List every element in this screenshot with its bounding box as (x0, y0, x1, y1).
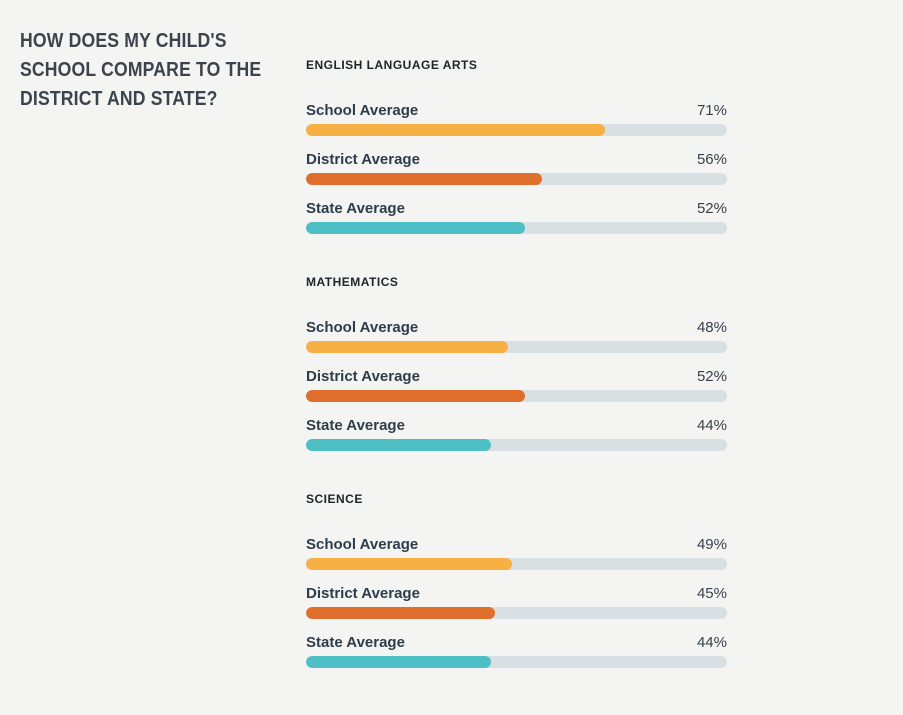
bar-fill (306, 222, 525, 234)
bar-track (306, 390, 727, 402)
bar-head: State Average 44% (306, 635, 727, 651)
bar-head: District Average 52% (306, 369, 727, 385)
bar-track (306, 124, 727, 136)
bar-fill (306, 656, 492, 668)
page-title-line-2: SCHOOL COMPARE TO THE (20, 59, 262, 81)
bar-value: 52% (696, 368, 727, 385)
bar-row-state-average: State Average 44% (306, 418, 727, 451)
bar-value: 52% (696, 200, 727, 217)
bar-row-district-average: District Average 56% (306, 152, 727, 185)
bar-track (306, 656, 727, 668)
bar-value: 44% (696, 634, 727, 651)
bar-row-state-average: State Average 44% (306, 635, 727, 668)
bar-label: District Average (306, 368, 420, 385)
bar-value: 48% (696, 319, 727, 336)
bar-fill (306, 124, 605, 136)
bar-track (306, 173, 727, 185)
page-title-line-3: DISTRICT AND STATE? (20, 88, 218, 110)
bar-label: State Average (306, 417, 405, 434)
page-title: HOW DOES MY CHILD'S SCHOOL COMPARE TO TH… (20, 27, 266, 114)
bar-row-school-average: School Average 48% (306, 320, 727, 353)
bar-row-district-average: District Average 52% (306, 369, 727, 402)
bar-row-district-average: District Average 45% (306, 586, 727, 619)
comparison-charts: ENGLISH LANGUAGE ARTS School Average 71%… (306, 58, 727, 709)
bar-value: 49% (696, 536, 727, 553)
bar-track (306, 558, 727, 570)
bar-head: District Average 56% (306, 152, 727, 168)
bar-head: School Average 71% (306, 103, 727, 119)
bar-label: State Average (306, 634, 405, 651)
page-title-line-1: HOW DOES MY CHILD'S (20, 30, 227, 52)
bar-head: School Average 48% (306, 320, 727, 336)
bar-value: 45% (696, 585, 727, 602)
bar-track (306, 607, 727, 619)
bar-row-state-average: State Average 52% (306, 201, 727, 234)
bar-value: 56% (696, 151, 727, 168)
bar-label: School Average (306, 319, 419, 336)
section-title: ENGLISH LANGUAGE ARTS (306, 58, 478, 72)
section-title: MATHEMATICS (306, 275, 399, 289)
bar-row-school-average: School Average 49% (306, 537, 727, 570)
bar-fill (306, 558, 513, 570)
bar-fill (306, 607, 496, 619)
bar-fill (306, 173, 542, 185)
section-science: SCIENCE School Average 49% District Aver… (306, 492, 727, 668)
bar-label: District Average (306, 585, 420, 602)
bar-fill (306, 439, 492, 451)
section-english-language-arts: ENGLISH LANGUAGE ARTS School Average 71%… (306, 58, 727, 234)
bar-value: 44% (696, 417, 727, 434)
bar-head: State Average 44% (306, 418, 727, 434)
bar-head: District Average 45% (306, 586, 727, 602)
bar-label: State Average (306, 200, 405, 217)
bar-fill (306, 341, 509, 353)
bar-label: School Average (306, 102, 419, 119)
bar-value: 71% (696, 102, 727, 119)
bar-fill (306, 390, 525, 402)
bar-track (306, 439, 727, 451)
bar-track (306, 222, 727, 234)
bar-track (306, 341, 727, 353)
bar-label: School Average (306, 536, 419, 553)
bar-label: District Average (306, 151, 420, 168)
bar-head: School Average 49% (306, 537, 727, 553)
bar-row-school-average: School Average 71% (306, 103, 727, 136)
bar-head: State Average 52% (306, 201, 727, 217)
section-mathematics: MATHEMATICS School Average 48% District … (306, 275, 727, 451)
section-title: SCIENCE (306, 492, 363, 506)
